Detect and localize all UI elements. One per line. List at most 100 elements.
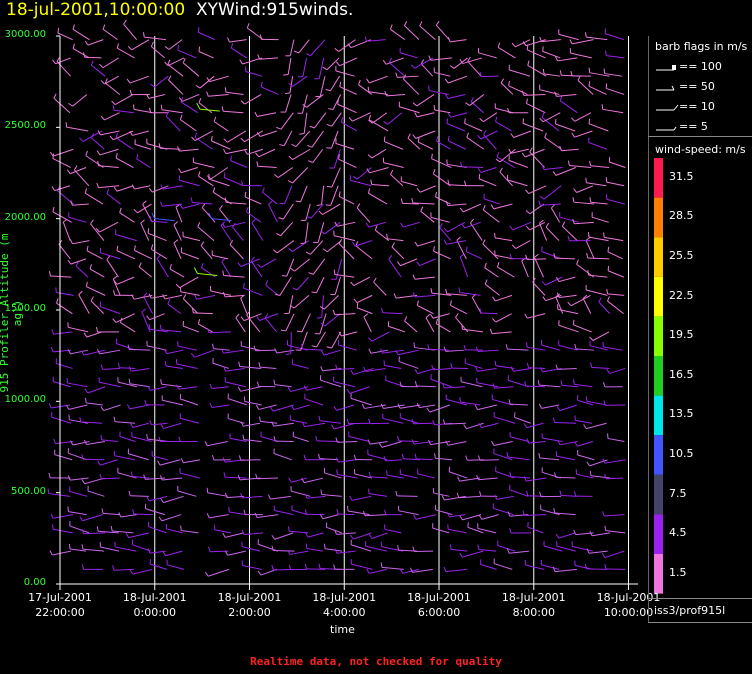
wind-barb (212, 362, 229, 369)
wind-barb-flag (55, 287, 57, 293)
wind-barb-flag (383, 456, 387, 462)
wind-barb-flag (276, 232, 281, 237)
wind-barb (369, 493, 388, 497)
wind-barb (477, 404, 498, 411)
wind-barb (469, 94, 485, 106)
wind-barb (527, 346, 546, 351)
wind-barb (72, 240, 90, 245)
wind-barb-flag (126, 78, 131, 84)
wind-barb-flag (81, 528, 85, 534)
wind-barb-flag (447, 112, 452, 118)
wind-barb-flag (346, 418, 350, 424)
wind-barb (508, 159, 529, 168)
wind-barb (478, 477, 498, 481)
wind-barb (576, 185, 594, 193)
wind-barb-flag (338, 191, 341, 197)
wind-barb (73, 169, 90, 187)
wind-barb (495, 121, 512, 132)
wind-barb (90, 300, 105, 315)
wind-barb (545, 276, 563, 286)
wind-barb (225, 91, 244, 95)
wind-barb (138, 266, 153, 278)
wind-barb (338, 513, 355, 516)
wind-barb (606, 198, 625, 205)
wind-barb-flag (510, 366, 514, 372)
wind-barb (319, 313, 327, 334)
wind-barb (265, 284, 279, 296)
wind-barb-flag (224, 492, 228, 498)
wind-barb-flag (526, 44, 529, 50)
wind-barb (540, 509, 560, 516)
wind-barb-flag (52, 206, 55, 212)
wind-barb-flag (250, 256, 255, 262)
wind-barb (291, 509, 309, 516)
wind-barb-flag (97, 349, 101, 355)
wind-barb-flag (559, 70, 562, 76)
wind-barb-flag (463, 180, 467, 186)
wind-barb-flag (149, 216, 152, 222)
wind-barb-flag (416, 187, 421, 193)
wind-barb-flag (222, 222, 226, 228)
wind-barb (75, 265, 89, 278)
wind-barb-flag (407, 133, 411, 139)
wind-barb (466, 422, 484, 430)
wind-barb (55, 57, 71, 65)
wind-barb (178, 386, 198, 390)
y-tick-label: 1000.00 (4, 394, 46, 406)
wind-barb (68, 452, 88, 461)
wind-barb-flag (116, 43, 119, 49)
wind-barb-flag (51, 186, 56, 191)
wind-barb (199, 75, 215, 89)
wind-barb-flag (305, 53, 311, 57)
wind-barb (321, 295, 324, 318)
wind-barb (131, 436, 152, 443)
colorbar-label: 7.5 (669, 486, 687, 500)
wind-barb-flag (477, 544, 480, 550)
wind-barb-flag (384, 90, 387, 97)
wind-barb-flag (118, 512, 122, 518)
wind-barb-flag (521, 152, 526, 158)
wind-barb (541, 564, 560, 570)
wind-barb-flag (306, 215, 312, 219)
wind-barb (120, 514, 137, 518)
wind-barb (512, 221, 532, 231)
wind-barb (131, 367, 150, 372)
wind-barb-flag (320, 230, 325, 235)
wind-barb-flag (167, 299, 171, 305)
wind-barb (101, 439, 119, 443)
wind-barb-flag (432, 419, 435, 425)
wind-barb-flag (538, 403, 542, 409)
wind-barb-flag (553, 253, 556, 259)
wind-barb (559, 441, 578, 446)
wind-barb (194, 130, 213, 142)
wind-barb (365, 514, 387, 517)
wind-barb (523, 93, 546, 96)
wind-barb-flag (383, 121, 388, 125)
wind-barb (208, 178, 230, 187)
wind-barb (602, 108, 624, 114)
wind-barb-flag (48, 403, 52, 409)
wind-barb-flag (483, 130, 487, 135)
wind-barb-flag (173, 221, 179, 226)
wind-barb-flag (164, 46, 170, 50)
wind-barb (337, 441, 358, 443)
wind-barb (556, 545, 576, 552)
wind-barb (412, 202, 435, 205)
wind-barb (173, 242, 182, 260)
wind-barb (449, 514, 466, 518)
wind-barb-flag (534, 253, 539, 258)
wind-barb-flag (331, 424, 335, 430)
wind-barb-flag (577, 75, 581, 81)
wind-barb-flag (478, 423, 482, 428)
wind-barb (543, 545, 563, 552)
wind-barb-flag (491, 318, 497, 323)
wind-barb (260, 420, 278, 424)
legend-flag-label: == 5 (679, 120, 708, 133)
wind-barb-flag (607, 246, 610, 252)
wind-barb (198, 323, 213, 333)
wind-barb-flag (508, 80, 510, 86)
wind-barb (273, 453, 292, 461)
wind-barb (432, 313, 450, 319)
wind-barb-flag (494, 494, 498, 500)
wind-barb (50, 275, 72, 278)
